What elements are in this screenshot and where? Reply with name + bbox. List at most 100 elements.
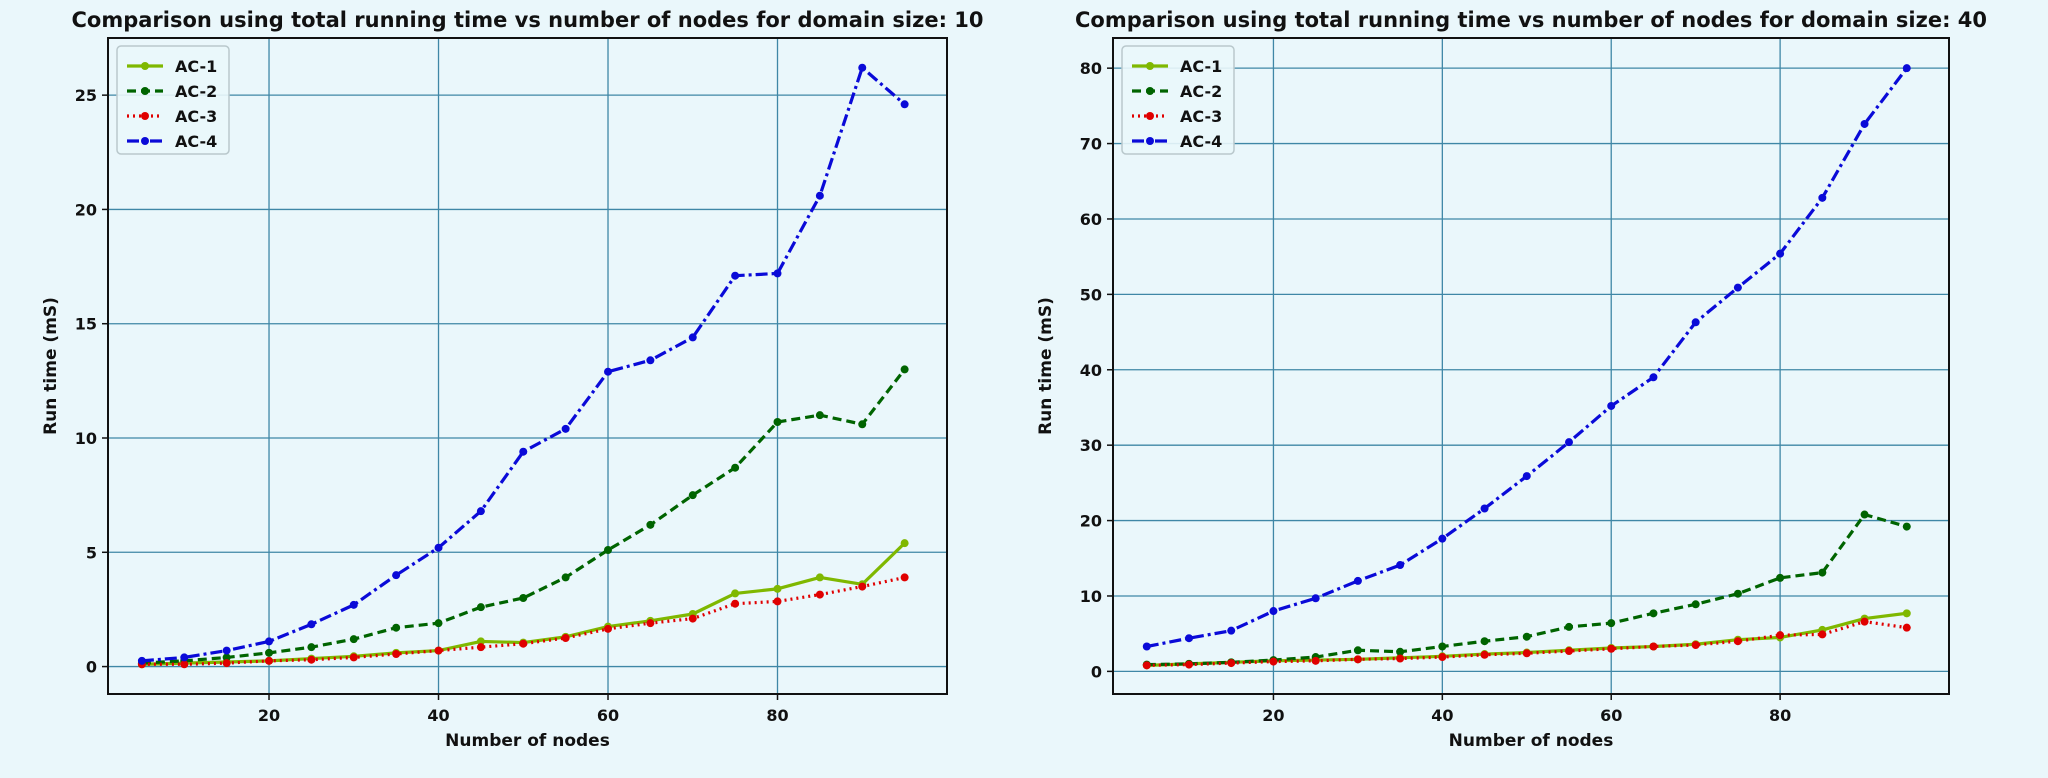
data-point	[858, 63, 867, 72]
y-tick-label: 20	[1080, 512, 1102, 531]
data-point	[265, 656, 274, 665]
data-point	[604, 546, 613, 554]
chart-2: Comparison using total running time vs n…	[1036, 8, 1987, 751]
data-point	[1353, 646, 1362, 655]
plot-frame	[1112, 37, 1950, 695]
data-point	[222, 659, 231, 668]
legend-label: AC-3	[1180, 107, 1222, 126]
data-point	[265, 637, 274, 646]
data-point	[476, 637, 485, 646]
y-tick-label: 10	[1080, 587, 1102, 606]
legend-marker	[141, 62, 149, 70]
series-ac-4	[137, 63, 909, 665]
data-point	[815, 573, 824, 582]
data-point	[900, 573, 909, 582]
data-point	[1565, 438, 1573, 447]
data-point	[1142, 642, 1151, 651]
x-tick-label: 80	[766, 706, 788, 725]
legend-box	[1121, 45, 1235, 155]
data-point	[1776, 249, 1785, 258]
data-point	[1438, 534, 1447, 543]
legend-marker	[141, 112, 149, 120]
data-point	[1480, 637, 1489, 646]
x-tick-label: 60	[1600, 706, 1622, 725]
data-point	[1480, 504, 1489, 513]
data-point	[1649, 373, 1658, 382]
grid: 20 40 60 80 0 10 20 30 40 50 60 70 80	[1080, 38, 1949, 725]
data-point	[900, 539, 909, 548]
chart-title: Comparison using total running time vs n…	[71, 8, 983, 32]
y-axis-label: Run time (mS)	[41, 297, 61, 435]
x-axis-label: Number of nodes	[1449, 731, 1614, 751]
y-tick-label: 10	[75, 429, 97, 448]
y-tick-label: 70	[1080, 135, 1102, 154]
data-point	[1649, 609, 1658, 618]
data-point	[434, 543, 443, 552]
data-point	[349, 600, 358, 609]
data-point	[604, 624, 613, 633]
data-point	[1691, 640, 1700, 649]
data-point	[731, 589, 740, 598]
legend-label: AC-2	[1180, 82, 1222, 101]
plot-area	[108, 38, 947, 694]
series-ac-4	[1142, 64, 1911, 651]
x-tick-label: 40	[1431, 706, 1453, 725]
data-point	[1565, 647, 1573, 656]
data-point	[1480, 650, 1489, 659]
y-axis-label: Run time (mS)	[1036, 297, 1056, 435]
data-point	[222, 653, 231, 662]
data-point	[561, 573, 570, 582]
data-point	[1860, 510, 1869, 519]
data-point	[604, 367, 613, 376]
data-point	[1733, 283, 1742, 292]
grid: 20 40 60 80 0 5 10 15 20 25	[75, 38, 947, 725]
data-point	[1691, 600, 1700, 609]
data-point	[137, 656, 146, 665]
data-point	[688, 491, 697, 500]
data-point	[731, 463, 740, 472]
data-point	[180, 660, 189, 669]
data-point	[1396, 561, 1405, 570]
data-point	[1860, 119, 1869, 128]
data-point	[265, 648, 274, 657]
chart-title: Comparison using total running time vs n…	[1075, 8, 1987, 32]
data-point	[1902, 609, 1911, 618]
data-point	[815, 411, 824, 420]
series-ac-3	[1142, 617, 1911, 670]
x-tick-label: 20	[258, 706, 280, 725]
data-point	[900, 100, 909, 109]
data-point	[1269, 657, 1278, 666]
legend-box	[116, 45, 230, 155]
series-ac-2	[137, 365, 909, 668]
data-point	[476, 507, 485, 516]
data-point	[731, 599, 740, 608]
legend-marker	[1146, 62, 1154, 70]
data-point	[773, 597, 782, 606]
y-tick-label: 60	[1080, 210, 1102, 229]
legend-marker	[141, 137, 149, 145]
data-point	[561, 424, 570, 433]
data-point	[222, 646, 231, 655]
data-point	[307, 643, 316, 652]
data-point	[646, 356, 655, 365]
legend-marker	[1146, 112, 1154, 120]
data-point	[476, 643, 485, 652]
data-point	[1353, 655, 1362, 664]
legend-marker	[1146, 87, 1154, 95]
data-point	[815, 590, 824, 599]
data-point	[646, 619, 655, 628]
data-point	[858, 420, 867, 429]
y-tick-label: 50	[1080, 285, 1102, 304]
data-point	[561, 634, 570, 642]
data-point	[1227, 659, 1236, 668]
data-point	[1860, 617, 1869, 626]
data-point	[1818, 630, 1827, 639]
data-point	[1607, 644, 1616, 653]
data-point	[519, 594, 528, 602]
y-tick-label: 0	[1091, 662, 1102, 681]
data-point	[307, 655, 316, 664]
data-point	[1311, 594, 1320, 603]
data-point	[1607, 401, 1616, 410]
legend: AC-1 AC-2 AC-3 AC-4	[1121, 45, 1235, 155]
x-tick-label: 60	[597, 706, 619, 725]
